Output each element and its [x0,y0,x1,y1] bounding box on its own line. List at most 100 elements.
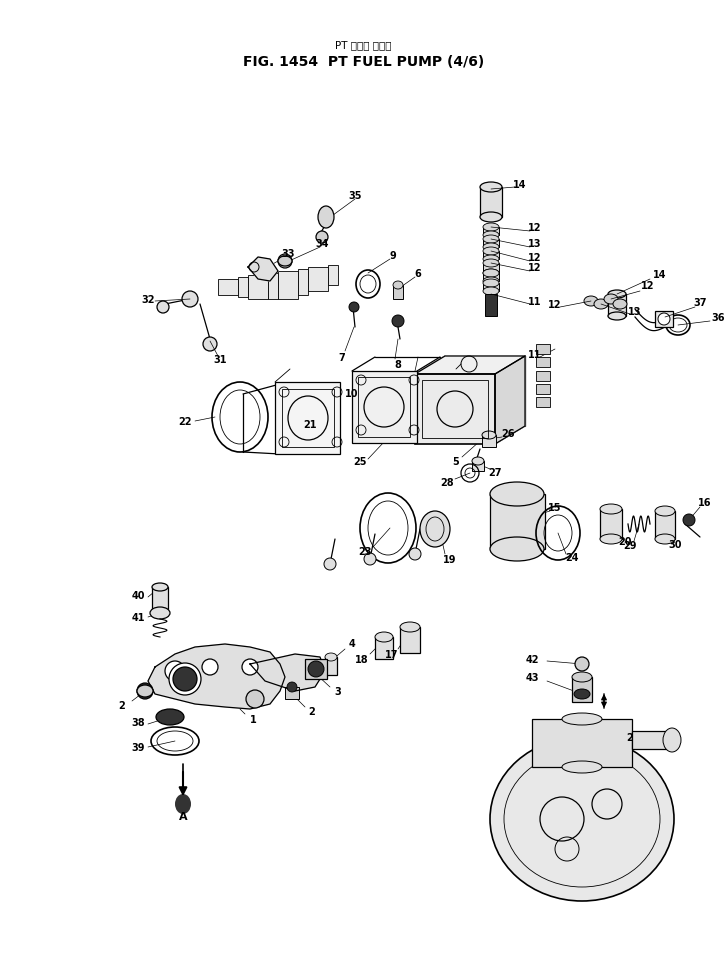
Ellipse shape [375,633,393,643]
Circle shape [392,316,404,328]
Bar [536,398,550,408]
Text: 31: 31 [213,355,227,365]
Circle shape [246,690,264,708]
Ellipse shape [669,319,687,333]
Circle shape [349,302,359,313]
Bar [415,375,495,445]
Bar [400,627,420,653]
Circle shape [287,683,297,692]
Ellipse shape [483,270,499,278]
Ellipse shape [655,534,675,545]
Text: 43: 43 [525,672,539,683]
Text: 22: 22 [178,417,192,426]
Text: 15: 15 [548,503,562,512]
Circle shape [658,314,670,326]
Text: 12: 12 [529,223,542,233]
Text: 34: 34 [316,239,329,248]
Text: 26: 26 [501,428,515,438]
Text: 12: 12 [641,281,655,290]
Ellipse shape [608,290,626,298]
Bar [393,286,403,299]
Text: 2: 2 [627,733,633,742]
Bar [490,495,545,550]
Text: 12: 12 [548,299,562,310]
Ellipse shape [483,255,499,264]
Text: 17: 17 [385,649,398,659]
Bar [352,372,417,444]
Ellipse shape [600,505,622,514]
Text: 35: 35 [348,191,362,200]
Bar [218,280,238,295]
Bar [572,678,592,702]
Text: 13: 13 [628,307,642,317]
Ellipse shape [400,622,420,633]
Circle shape [316,232,328,244]
Text: 5: 5 [453,457,459,467]
Text: 40: 40 [132,591,145,600]
Text: 13: 13 [529,239,542,248]
Bar [655,312,673,328]
Text: 3: 3 [334,687,342,696]
Ellipse shape [472,458,484,466]
Ellipse shape [600,534,622,545]
Bar [275,382,340,455]
Polygon shape [495,357,525,445]
Text: 24: 24 [566,553,579,562]
Text: 6: 6 [414,269,422,279]
Polygon shape [415,357,525,375]
Ellipse shape [325,653,337,661]
Bar [536,372,550,381]
Ellipse shape [156,709,184,726]
Ellipse shape [604,294,618,305]
Bar [298,270,308,295]
Circle shape [137,684,153,699]
Text: FIG. 1454  PT FUEL PUMP (4/6): FIG. 1454 PT FUEL PUMP (4/6) [243,55,484,68]
Text: 2: 2 [309,706,316,716]
Bar [483,274,499,282]
Ellipse shape [655,507,675,516]
Polygon shape [248,258,278,282]
Bar [285,688,299,699]
Ellipse shape [152,584,168,592]
Text: 12: 12 [529,263,542,273]
Text: 38: 38 [131,717,145,728]
Bar [536,344,550,355]
Text: 19: 19 [443,555,457,564]
Ellipse shape [572,672,592,683]
Circle shape [683,514,695,526]
Text: 14: 14 [513,180,527,190]
Bar [308,667,320,680]
Text: A: A [179,811,188,822]
Ellipse shape [420,511,450,548]
Bar [532,719,632,767]
Circle shape [157,301,169,314]
Ellipse shape [584,296,598,307]
Ellipse shape [483,288,499,295]
Bar [278,272,298,299]
Circle shape [409,549,421,560]
Bar [268,274,278,299]
Text: 2: 2 [119,700,125,710]
Ellipse shape [490,737,674,901]
Text: 36: 36 [711,313,725,323]
Bar [325,657,337,676]
Text: 1: 1 [249,714,257,725]
Bar [483,251,499,260]
Text: 7: 7 [339,353,345,363]
Polygon shape [250,654,325,691]
Text: 28: 28 [440,477,454,487]
Bar [422,380,488,438]
Text: 33: 33 [281,248,294,259]
Ellipse shape [480,213,502,223]
Bar [536,358,550,368]
Bar [483,284,499,291]
Ellipse shape [482,431,496,439]
Text: 11: 11 [529,350,542,360]
Text: 29: 29 [623,541,637,551]
Bar [608,294,626,317]
Circle shape [203,337,217,352]
Bar [152,588,168,609]
Bar [248,276,268,299]
Text: 32: 32 [141,294,155,305]
Bar [536,384,550,394]
